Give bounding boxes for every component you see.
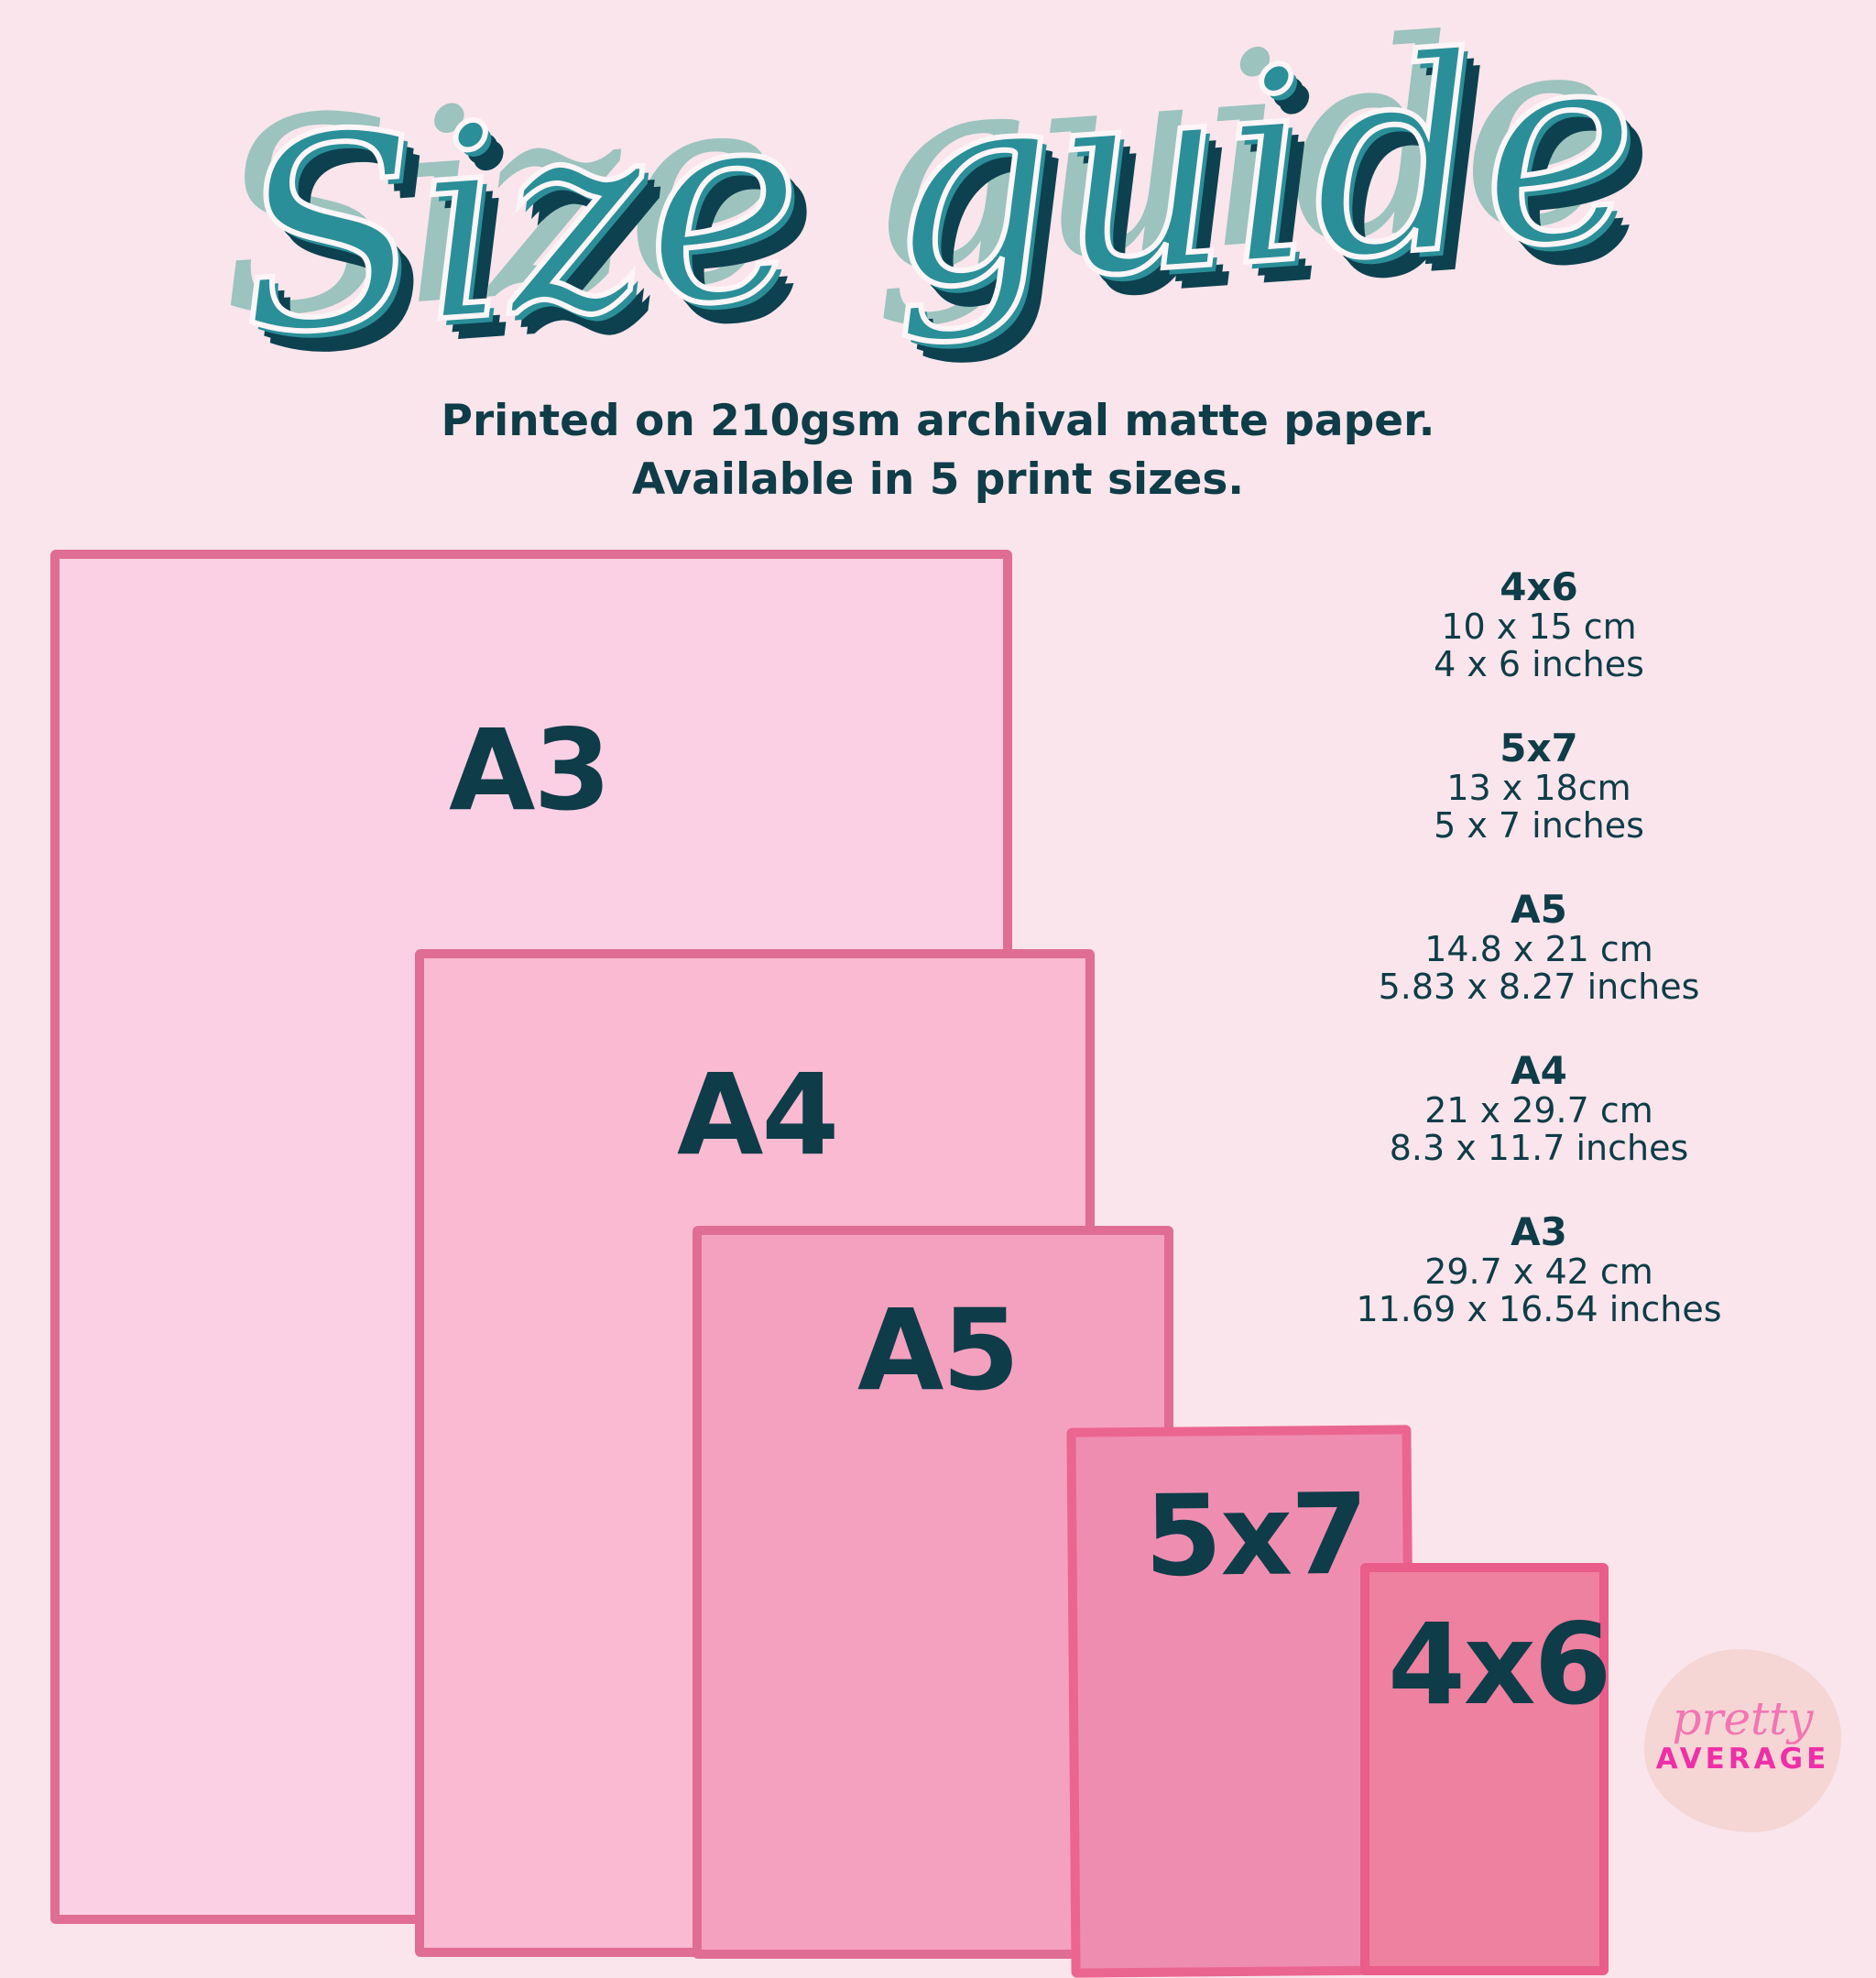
spec-imperial: 8.3 x 11.7 inches	[1389, 1128, 1689, 1168]
subtitle: Printed on 210gsm archival matte paper. …	[0, 392, 1876, 509]
sheet-4x6: 4x6	[1360, 1563, 1611, 1975]
sheet-label: 4x6	[1388, 1600, 1611, 1730]
subtitle-line-2: Available in 5 print sizes.	[631, 454, 1245, 505]
spec-name: A4	[1511, 1048, 1567, 1093]
sheet-label: A5	[857, 1285, 1020, 1415]
spec-metric: 29.7 x 42 cm	[1424, 1251, 1653, 1292]
spec-name: A5	[1511, 887, 1567, 932]
spec-5x7: 5x7 13 x 18cm 5 x 7 inches	[1319, 727, 1759, 889]
spec-a4: A4 21 x 29.7 cm 8.3 x 11.7 inches	[1319, 1050, 1759, 1211]
spec-metric: 13 x 18cm	[1446, 768, 1631, 808]
spec-imperial: 11.69 x 16.54 inches	[1356, 1289, 1722, 1329]
brand-logo: pretty AVERAGE	[1644, 1649, 1841, 1832]
spec-4x6: 4x6 10 x 15 cm 4 x 6 inches	[1319, 566, 1759, 727]
spec-name: A3	[1511, 1209, 1567, 1254]
sheet-label: A4	[677, 1050, 839, 1180]
spec-name: 5x7	[1500, 726, 1578, 770]
spec-metric: 21 x 29.7 cm	[1424, 1090, 1653, 1131]
spec-name: 4x6	[1500, 564, 1578, 609]
spec-a5: A5 14.8 x 21 cm 5.83 x 8.27 inches	[1319, 889, 1759, 1050]
page-title: Size guide	[225, 0, 1651, 398]
spec-imperial: 5 x 7 inches	[1434, 805, 1644, 846]
spec-metric: 14.8 x 21 cm	[1424, 929, 1653, 969]
spec-metric: 10 x 15 cm	[1441, 607, 1637, 647]
spec-imperial: 4 x 6 inches	[1434, 644, 1644, 684]
spec-imperial: 5.83 x 8.27 inches	[1378, 967, 1700, 1007]
spec-a3: A3 29.7 x 42 cm 11.69 x 16.54 inches	[1319, 1211, 1759, 1372]
subtitle-line-1: Printed on 210gsm archival matte paper.	[441, 396, 1435, 446]
logo-script-text: pretty	[1672, 1692, 1814, 1745]
sheet-label: A3	[449, 705, 611, 836]
logo-caps-text: AVERAGE	[1655, 1743, 1830, 1776]
sheet-label: 5x7	[1143, 1469, 1368, 1601]
size-specs-list: 4x6 10 x 15 cm 4 x 6 inches 5x7 13 x 18c…	[1319, 566, 1759, 1372]
